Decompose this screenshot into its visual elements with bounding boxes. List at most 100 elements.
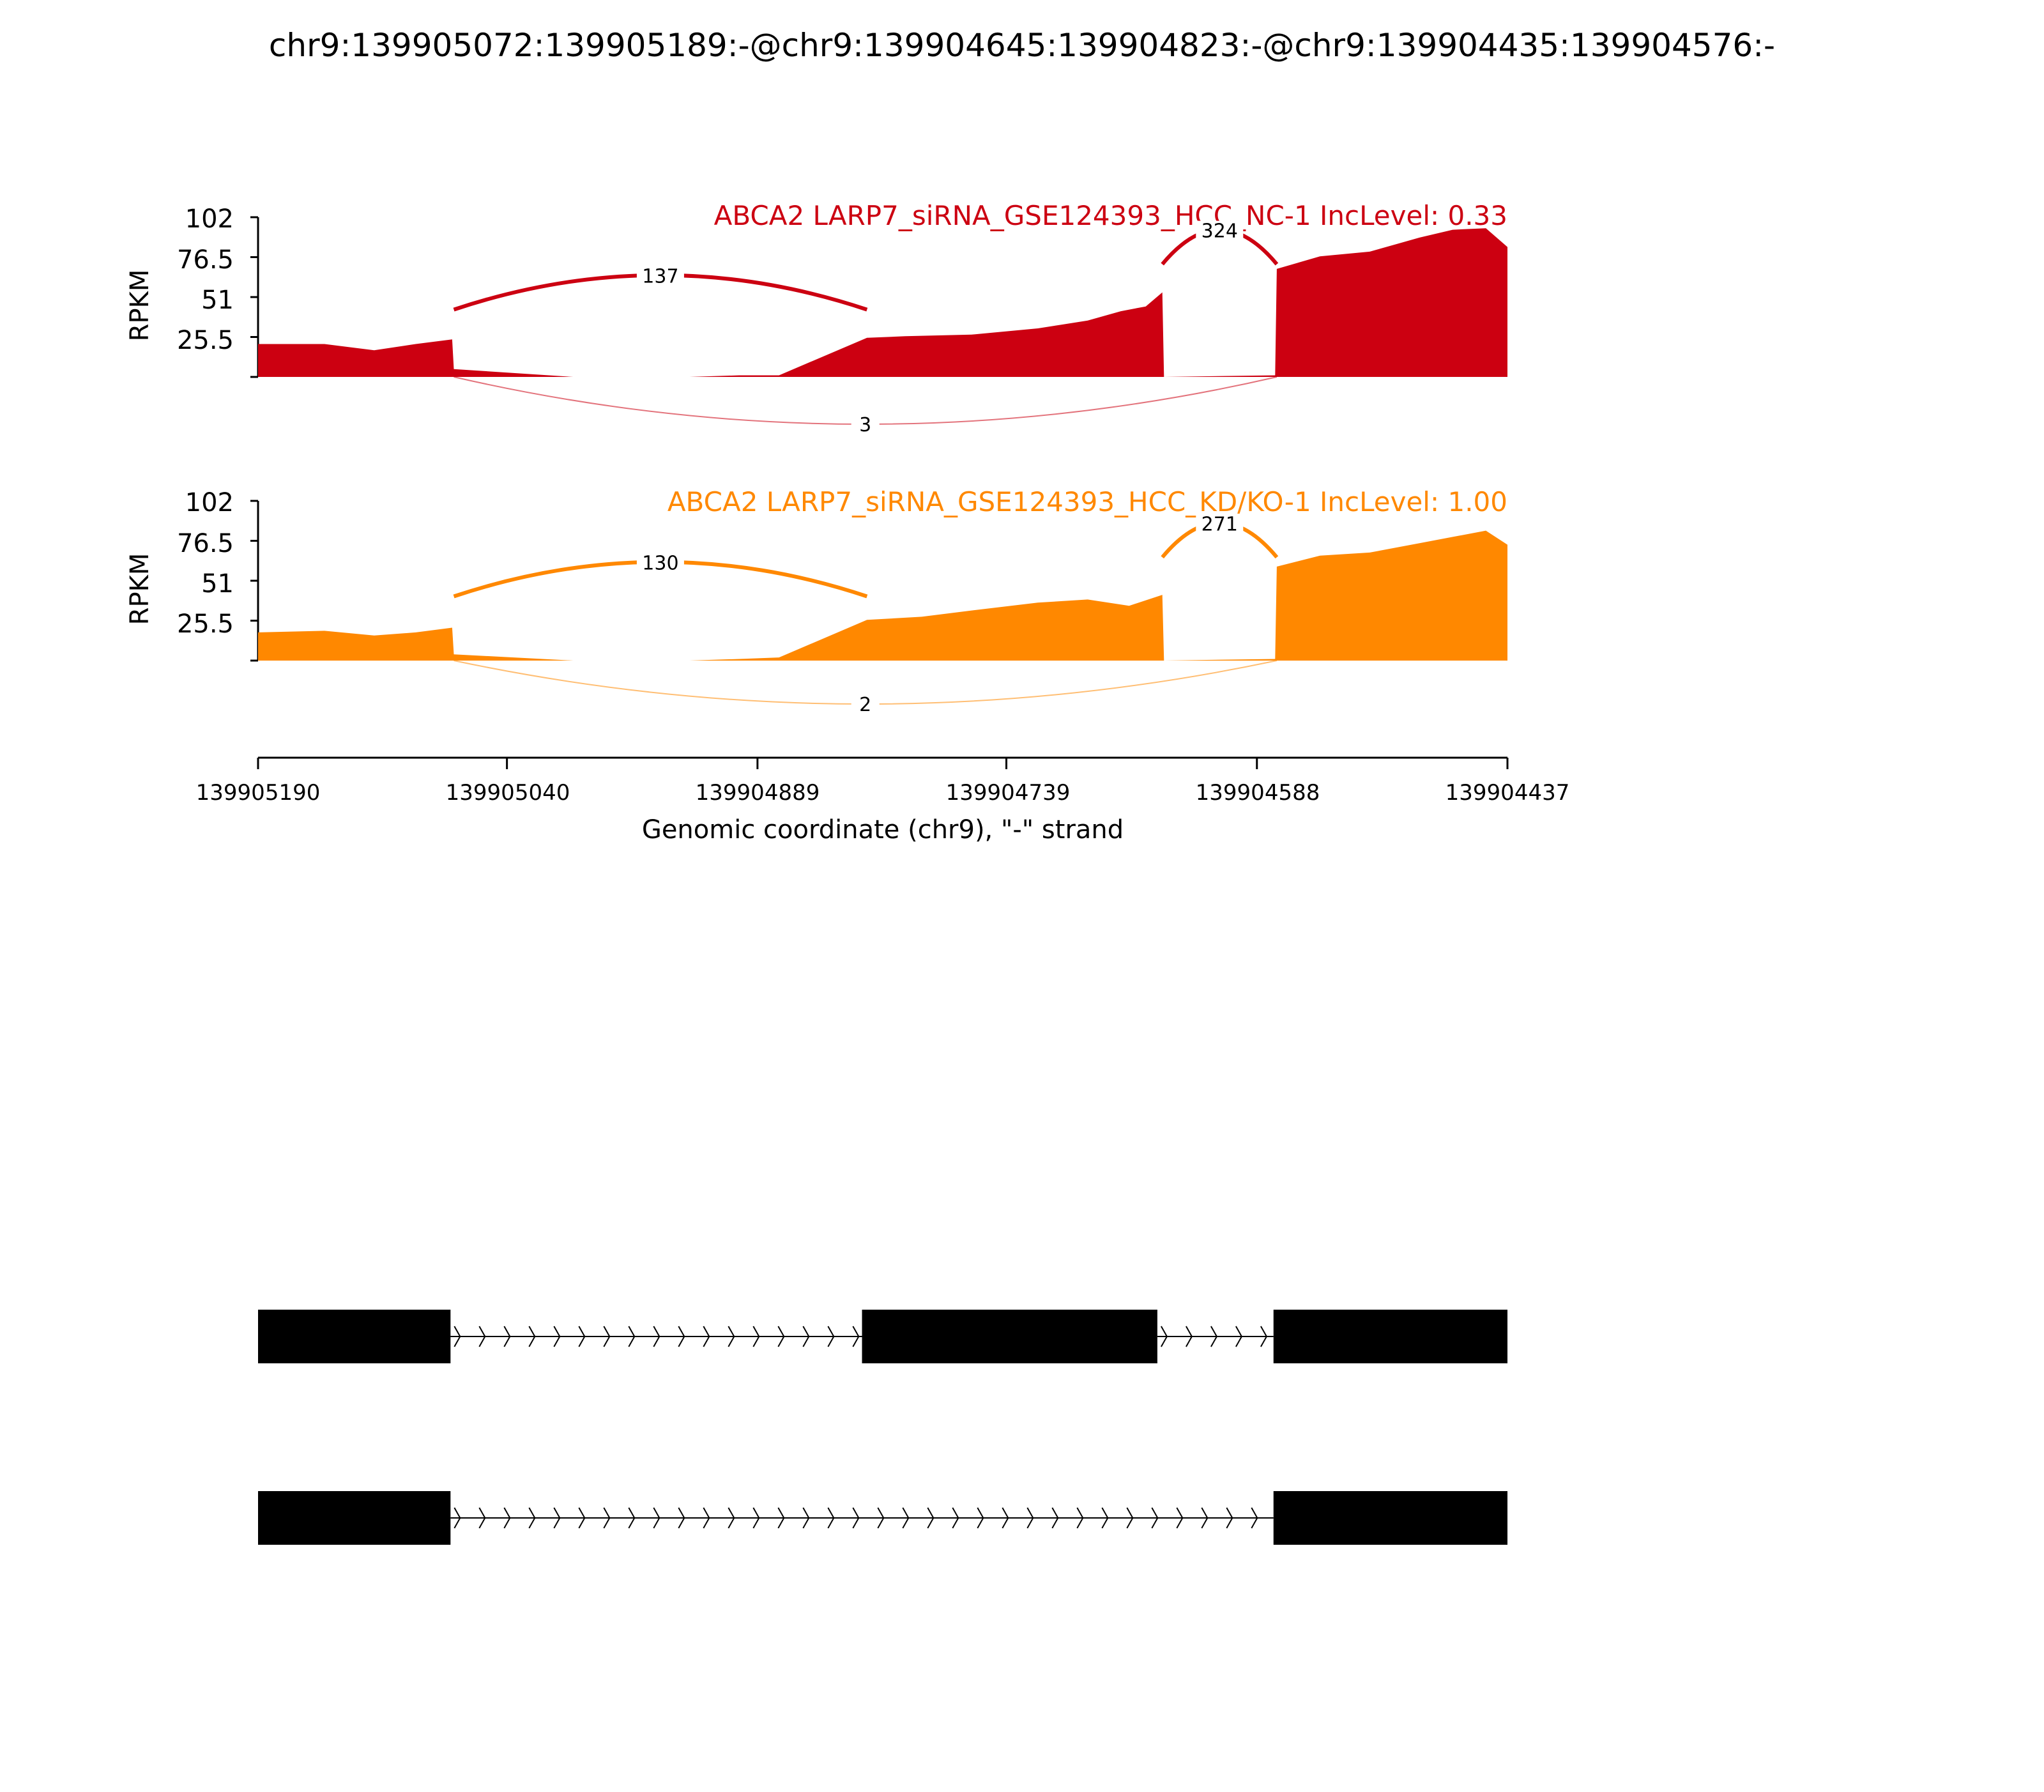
strand-chevron (777, 1326, 785, 1347)
strand-chevron (728, 1326, 735, 1347)
x-tick-label-3: 139904739 (946, 780, 1071, 806)
strand-chevron (827, 1507, 835, 1529)
x-tick-label-5: 139904437 (1445, 780, 1570, 806)
strand-chevron (752, 1507, 760, 1529)
x-tick-label-2: 139904889 (696, 780, 820, 806)
strand-chevron (1126, 1507, 1134, 1529)
junction-label-130: 130 (642, 553, 678, 575)
x-tick-label-1: 139905040 (446, 780, 570, 806)
exon-block (1273, 1310, 1507, 1363)
coverage-panel-kd: ABCA2 LARP7_siRNA_GSE124393_HCC_KD/KO-1 … (125, 486, 1507, 716)
junction-label-bg (636, 553, 684, 575)
strand-chevron (1101, 1507, 1109, 1529)
strand-chevron (777, 1507, 785, 1529)
strand-chevron (528, 1326, 536, 1347)
exon-block (258, 1310, 451, 1363)
strand-chevron (503, 1326, 511, 1347)
x-axis-label: Genomic coordinate (chr9), "-" strand (642, 815, 1124, 845)
junction-label-bg (851, 693, 880, 716)
strand-chevron (1161, 1326, 1168, 1347)
strand-chevron (1201, 1507, 1209, 1529)
isoform-2 (258, 1491, 1507, 1545)
coverage-area (258, 228, 1507, 377)
x-tick-label-4: 139904588 (1196, 780, 1320, 806)
strand-chevron (1260, 1326, 1268, 1347)
strand-chevron (703, 1326, 710, 1347)
y-axis-label-nc: RPKM (125, 270, 155, 342)
strand-chevron (1210, 1326, 1218, 1347)
strand-chevron (852, 1507, 860, 1529)
y-tick-label-25.5-nc: 25.5 (177, 326, 234, 355)
strand-chevron (877, 1507, 885, 1529)
strand-chevron (478, 1507, 486, 1529)
panel-title-kd: ABCA2 LARP7_siRNA_GSE124393_HCC_KD/KO-1 … (667, 486, 1507, 517)
strand-chevron (1076, 1507, 1084, 1529)
strand-chevron (454, 1507, 461, 1529)
junction-label-bg (1196, 514, 1244, 536)
y-tick-label-51-nc: 51 (201, 286, 234, 315)
coverage-panel-nc: ABCA2 LARP7_siRNA_GSE124393_HCC_NC-1 Inc… (125, 200, 1507, 436)
strand-chevron (1026, 1507, 1034, 1529)
junction-label-137: 137 (642, 266, 678, 288)
strand-chevron (902, 1507, 910, 1529)
strand-chevron (503, 1507, 511, 1529)
strand-chevron (1176, 1507, 1184, 1529)
y-tick-label-102-kd: 102 (185, 488, 234, 517)
strand-chevron (1186, 1326, 1193, 1347)
x-axis: 139905190 139905040 139904889 139904739 … (196, 756, 1570, 845)
strand-chevron (578, 1326, 586, 1347)
strand-chevron (454, 1326, 461, 1347)
strand-chevron (678, 1507, 685, 1529)
y-tick-label-76.5-nc: 76.5 (177, 245, 234, 275)
exon-block (862, 1310, 1157, 1363)
y-tick-label-25.5-kd: 25.5 (177, 609, 234, 639)
strand-chevron (1251, 1507, 1258, 1529)
strand-chevron (653, 1507, 660, 1529)
strand-chevron (1226, 1507, 1233, 1529)
strand-chevron (478, 1326, 486, 1347)
y-axis-label-kd: RPKM (125, 553, 155, 625)
strand-chevron (977, 1507, 984, 1529)
strand-chevron (728, 1507, 735, 1529)
strand-chevron (603, 1326, 611, 1347)
strand-chevron (952, 1507, 959, 1529)
strand-chevron (802, 1326, 810, 1347)
strand-chevron (1151, 1507, 1159, 1529)
junction-label-3: 3 (859, 414, 871, 436)
junction-label-bg (636, 266, 684, 288)
strand-chevron (528, 1507, 536, 1529)
strand-chevron (628, 1326, 636, 1347)
panel-title-nc: ABCA2 LARP7_siRNA_GSE124393_HCC_NC-1 Inc… (714, 200, 1507, 231)
strand-chevron (827, 1326, 835, 1347)
strand-chevron (603, 1507, 611, 1529)
strand-chevron (1051, 1507, 1059, 1529)
strand-chevron (927, 1507, 934, 1529)
strand-chevron (1235, 1326, 1243, 1347)
strand-chevron (578, 1507, 586, 1529)
x-tick-label-0: 139905190 (196, 780, 321, 806)
strand-chevron (553, 1326, 561, 1347)
junction-label-bg (851, 413, 880, 436)
strand-chevron (678, 1326, 685, 1347)
y-tick-label-102-nc: 102 (185, 204, 234, 234)
strand-chevron (752, 1326, 760, 1347)
junction-label-bg (1196, 220, 1244, 243)
strand-chevron (852, 1326, 860, 1347)
isoform-1 (258, 1310, 1507, 1363)
strand-chevron (703, 1507, 710, 1529)
exon-block (1273, 1491, 1507, 1545)
strand-chevron (628, 1507, 636, 1529)
exon-block (258, 1491, 451, 1545)
y-tick-label-76.5-kd: 76.5 (177, 529, 234, 558)
strand-chevron (802, 1507, 810, 1529)
isoform-track (258, 1310, 1507, 1545)
junction-label-2: 2 (859, 694, 871, 716)
figure-title: chr9:139905072:139905189:-@chr9:13990464… (269, 27, 1775, 64)
y-tick-label-51-kd: 51 (201, 569, 234, 599)
junction-label-271: 271 (1201, 513, 1238, 535)
coverage-area (258, 530, 1507, 661)
strand-chevron (1002, 1507, 1009, 1529)
junction-label-324: 324 (1201, 220, 1238, 243)
